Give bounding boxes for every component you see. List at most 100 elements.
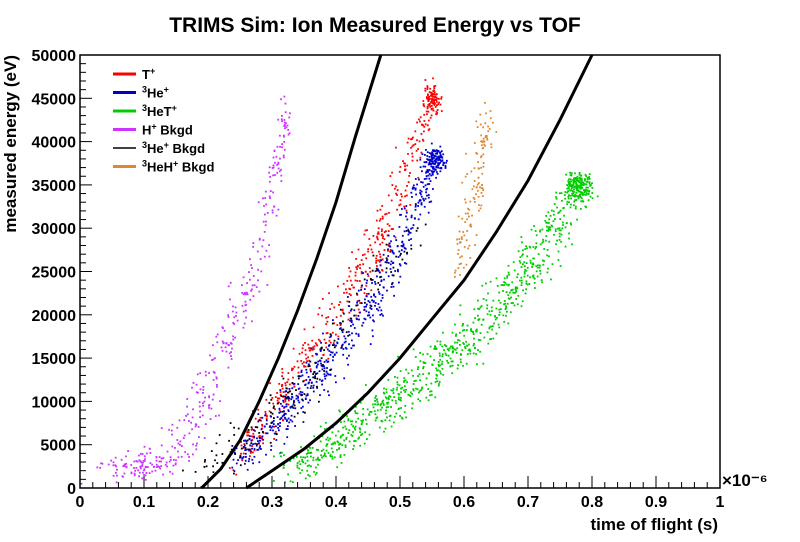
data-point bbox=[142, 460, 145, 462]
data-point bbox=[480, 144, 483, 147]
data-point bbox=[459, 358, 462, 361]
data-point bbox=[134, 469, 137, 472]
data-point bbox=[484, 122, 487, 125]
data-point bbox=[572, 181, 575, 184]
legend-item: 3He+ bbox=[113, 85, 169, 101]
data-point bbox=[465, 329, 468, 331]
data-point bbox=[428, 183, 431, 185]
data-point bbox=[543, 248, 546, 250]
data-point bbox=[262, 442, 264, 445]
data-point bbox=[191, 416, 194, 419]
data-point bbox=[426, 169, 429, 171]
data-point bbox=[172, 464, 175, 467]
data-point bbox=[398, 263, 401, 265]
data-point bbox=[284, 382, 287, 385]
data-point bbox=[484, 144, 486, 147]
data-point bbox=[439, 103, 442, 106]
data-point bbox=[397, 268, 399, 271]
data-point bbox=[412, 374, 414, 377]
data-point bbox=[424, 79, 427, 81]
data-point bbox=[567, 190, 569, 192]
data-point bbox=[579, 190, 581, 193]
data-point bbox=[318, 458, 321, 461]
data-point bbox=[359, 428, 362, 431]
data-point bbox=[339, 308, 342, 311]
y-tick-label: 25000 bbox=[32, 265, 77, 282]
data-point bbox=[169, 470, 171, 473]
data-point bbox=[458, 339, 461, 342]
data-point bbox=[469, 350, 472, 352]
data-point bbox=[299, 472, 302, 474]
data-point bbox=[210, 407, 213, 410]
data-point bbox=[401, 195, 403, 198]
data-point bbox=[219, 400, 221, 402]
data-point bbox=[227, 314, 229, 317]
data-point bbox=[404, 262, 406, 264]
data-point bbox=[462, 266, 465, 269]
data-point bbox=[338, 409, 341, 412]
data-point bbox=[195, 383, 198, 386]
data-point bbox=[107, 463, 110, 466]
data-point bbox=[570, 189, 572, 192]
data-point bbox=[477, 176, 480, 179]
data-point bbox=[557, 259, 560, 261]
data-point bbox=[464, 221, 467, 223]
data-point bbox=[256, 449, 259, 451]
data-point bbox=[395, 412, 398, 415]
data-point bbox=[539, 243, 542, 246]
data-point bbox=[529, 276, 531, 279]
data-point bbox=[327, 390, 329, 393]
data-point bbox=[409, 172, 411, 174]
data-point bbox=[477, 339, 480, 341]
data-point bbox=[407, 228, 410, 231]
data-point bbox=[287, 417, 290, 420]
data-point bbox=[305, 394, 308, 397]
data-point bbox=[367, 300, 370, 302]
data-point bbox=[440, 372, 442, 375]
data-point bbox=[535, 242, 538, 245]
data-point bbox=[278, 429, 280, 432]
data-point bbox=[571, 192, 574, 195]
data-point bbox=[285, 428, 288, 430]
data-point bbox=[323, 389, 326, 391]
data-point bbox=[284, 413, 287, 415]
data-point bbox=[298, 401, 301, 404]
data-point bbox=[385, 391, 388, 394]
data-point bbox=[231, 310, 234, 313]
data-point bbox=[307, 343, 310, 346]
data-point bbox=[279, 425, 281, 427]
data-point bbox=[582, 200, 585, 203]
data-point bbox=[573, 200, 576, 203]
data-point bbox=[468, 208, 471, 211]
y-tick-label: 20000 bbox=[32, 308, 77, 325]
data-point bbox=[280, 455, 282, 458]
data-point bbox=[576, 195, 579, 198]
data-point bbox=[253, 435, 255, 438]
data-point bbox=[278, 397, 281, 400]
y-tick-label: 10000 bbox=[32, 394, 77, 411]
data-point bbox=[502, 290, 504, 292]
data-point bbox=[427, 119, 430, 122]
data-point bbox=[436, 173, 439, 175]
data-point bbox=[220, 346, 223, 349]
data-point bbox=[350, 347, 353, 350]
data-point bbox=[399, 166, 402, 168]
data-point bbox=[390, 406, 392, 408]
data-point bbox=[288, 132, 291, 135]
data-point bbox=[252, 443, 254, 446]
data-point bbox=[283, 148, 286, 151]
data-point bbox=[196, 442, 198, 445]
data-point bbox=[270, 422, 273, 424]
data-point bbox=[410, 247, 413, 250]
data-point bbox=[520, 276, 523, 279]
data-point bbox=[456, 347, 459, 350]
data-point bbox=[269, 382, 271, 385]
data-point bbox=[574, 199, 577, 202]
data-point bbox=[507, 322, 510, 325]
data-point bbox=[273, 432, 276, 435]
data-point bbox=[348, 311, 351, 314]
data-point bbox=[391, 399, 394, 402]
data-point bbox=[239, 454, 242, 457]
data-point bbox=[497, 323, 500, 326]
data-point bbox=[285, 405, 288, 408]
